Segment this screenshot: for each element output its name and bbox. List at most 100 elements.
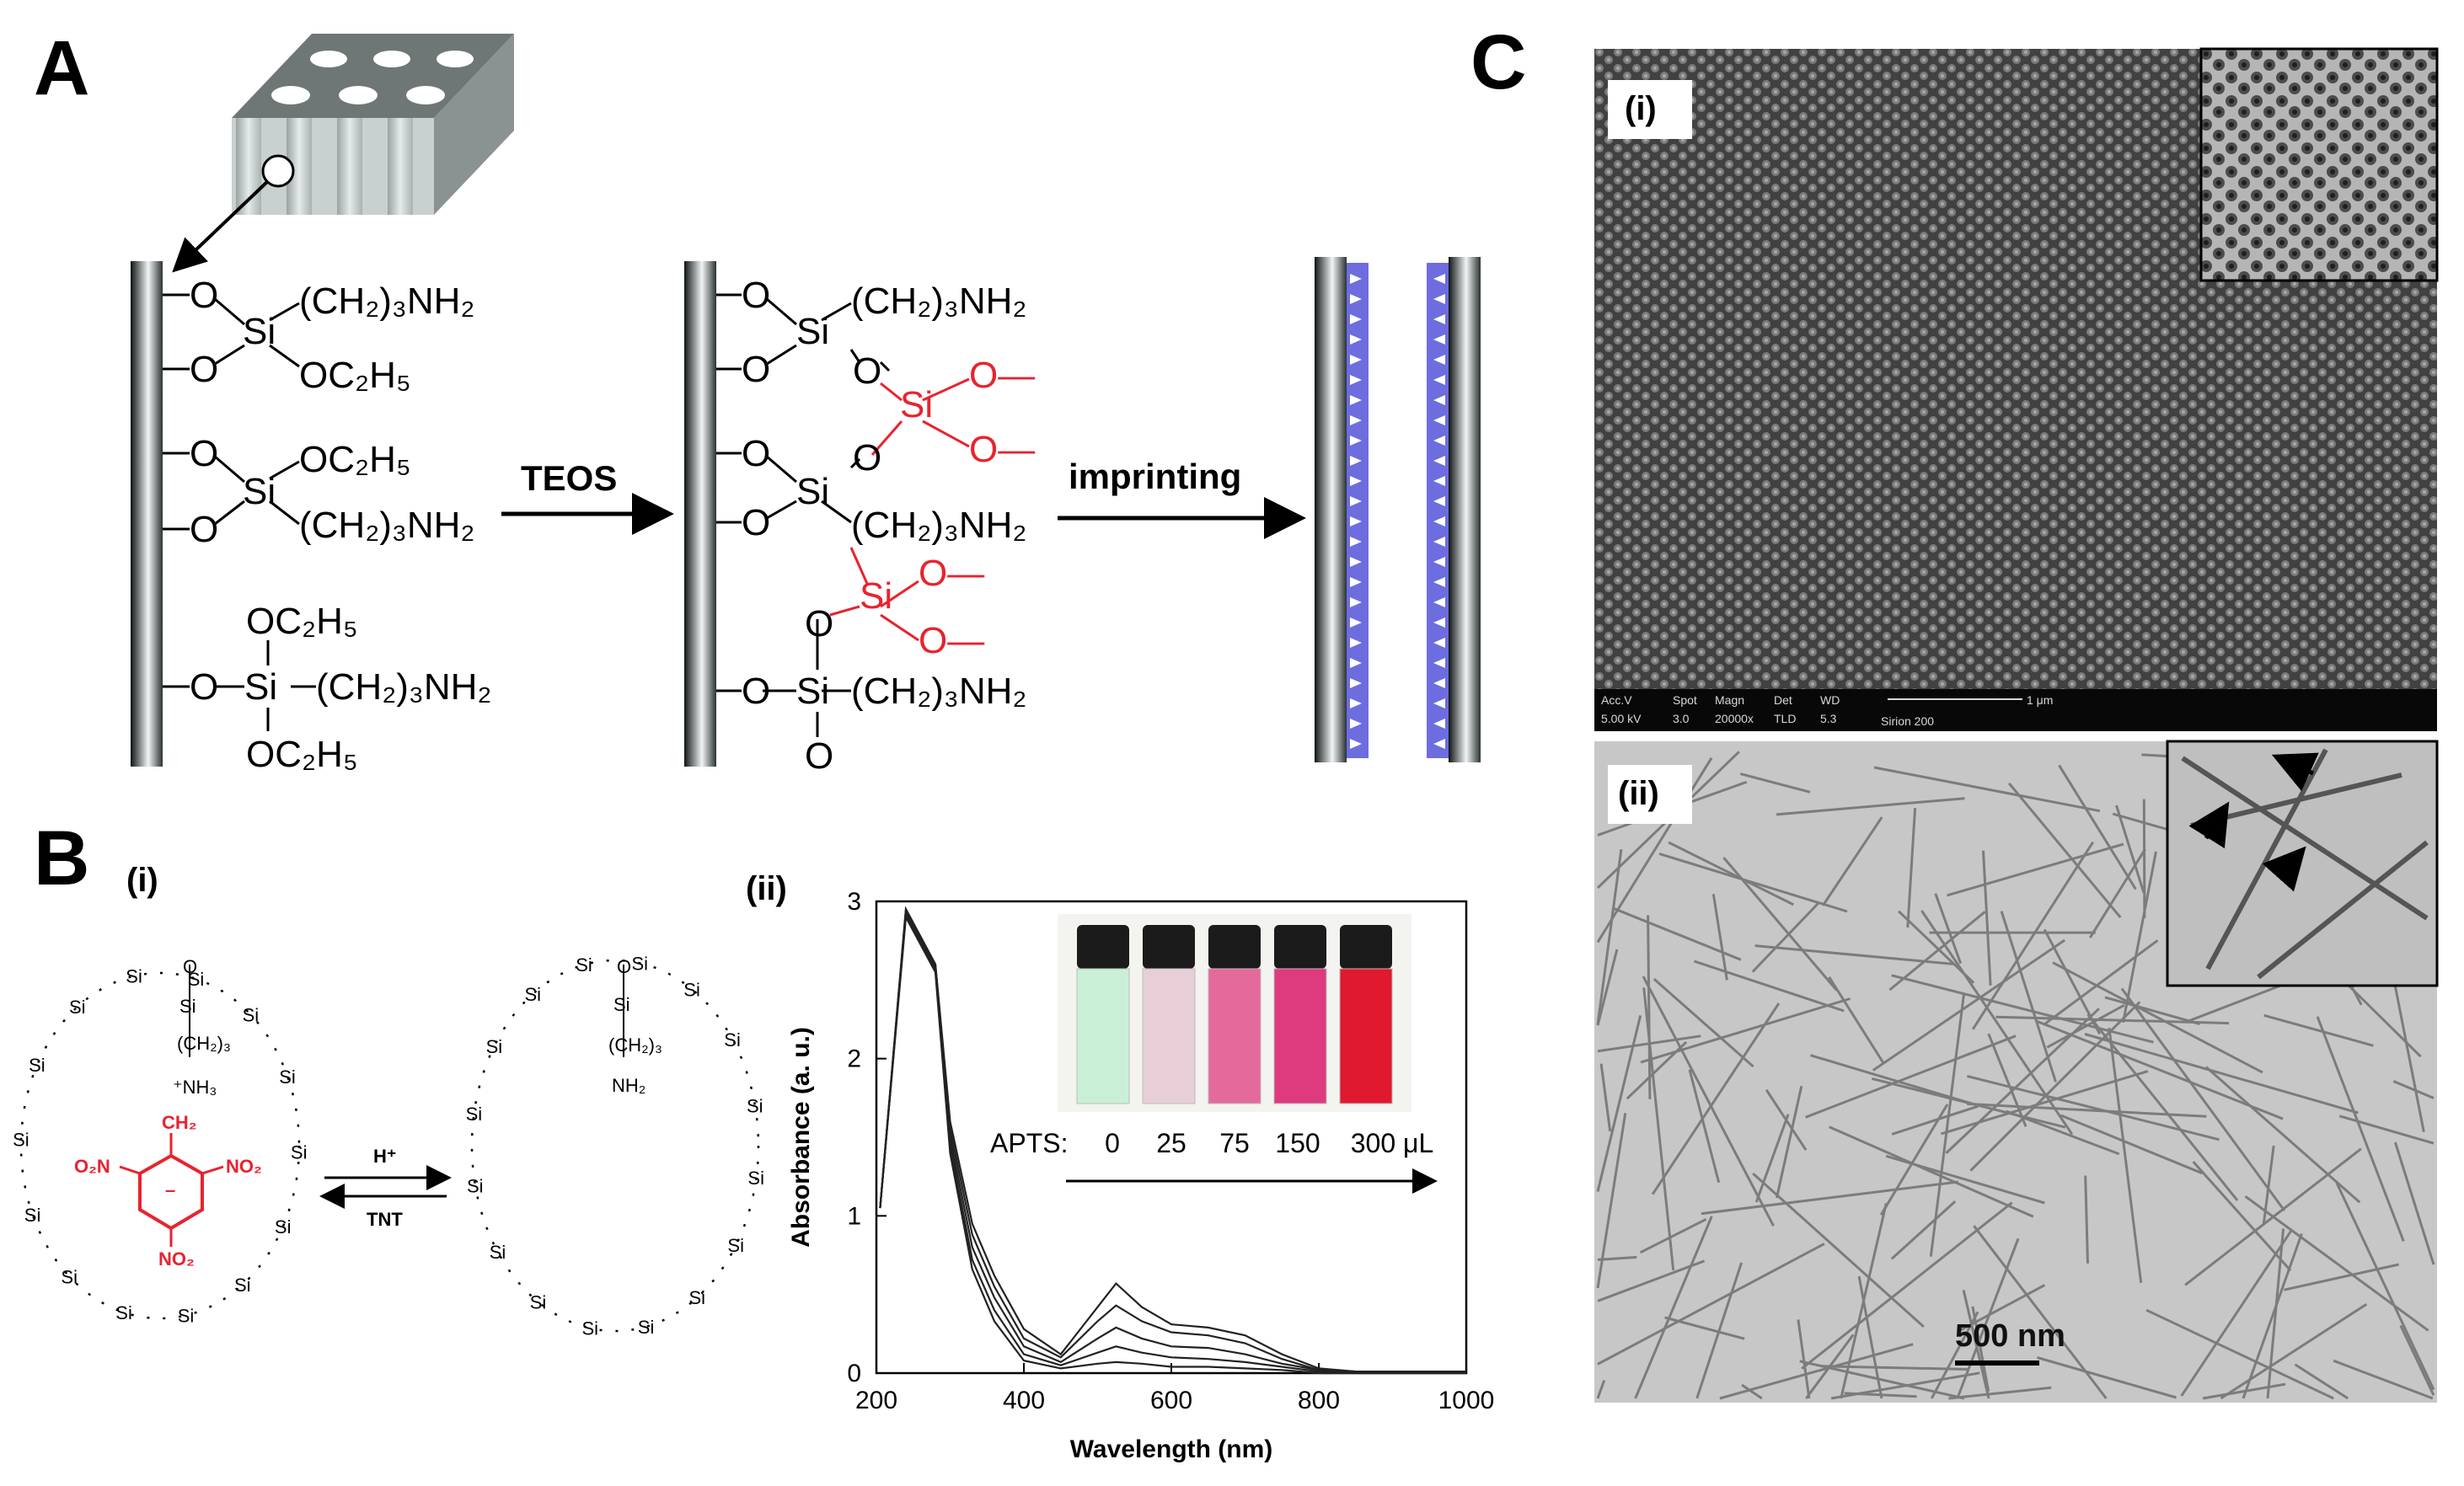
nanotube-fiber [1596, 1015, 1642, 1192]
nanotube-fiber [1639, 1217, 1707, 1254]
imprint-cavity-mark [1350, 355, 1362, 365]
nanotube-fiber [2037, 1356, 2177, 1399]
imprint-cavity-mark [1433, 577, 1445, 587]
ring-si-label: Si [275, 1216, 292, 1237]
propyl-label: (CH₂)₃ [177, 1033, 231, 1054]
nanotube-fiber [2220, 1302, 2368, 1400]
o-label: O [742, 502, 770, 543]
imprint-cavity-mark [1433, 638, 1445, 648]
nanotube-fiber [1890, 1200, 1957, 1260]
propyl-label: (CH₂)₃ [608, 1034, 662, 1056]
apts-value: 75 [1219, 1128, 1250, 1158]
imprint-cavity-mark [1433, 436, 1445, 446]
vial-cap [1340, 925, 1392, 969]
nanotube-fiber [1640, 997, 1851, 1064]
absorbance-chart: 200 400 600 800 1000 0 1 2 3 Wavelength (nm) Abs… [787, 888, 1494, 1463]
aminopropyl-label: (CH₂)₃NH₂ [299, 281, 474, 322]
ring-si-label: Si [126, 966, 142, 987]
nanotube-fiber [1664, 1316, 1745, 1340]
ethoxy-label: OC₂H₅ [246, 601, 358, 642]
nanotube-fiber [1947, 842, 2124, 897]
o-dash-label: O— [969, 355, 1035, 396]
sem-meta-header: Acc.V [1601, 693, 1632, 707]
si-label: Si [796, 471, 829, 512]
ring-si-label: Si [576, 954, 592, 976]
nanotube-fiber [2007, 782, 2122, 919]
sem-inset [2199, 47, 2439, 282]
aptes-surface-structure [163, 293, 316, 731]
imprint-cavity-mark [1350, 537, 1362, 547]
ring-si-label: Si [525, 984, 542, 1005]
nanotube-fiber [2043, 939, 2159, 1026]
nanotube-fiber [1973, 1225, 2108, 1399]
nanotube-fiber [1596, 949, 1619, 1026]
nanotube-fiber [2333, 1359, 2434, 1400]
imprint-cavity-mark [1433, 617, 1445, 628]
nanotube-fiber [2192, 1161, 2292, 1272]
o-label: O [742, 275, 770, 316]
o-label: O [805, 735, 833, 777]
imprint-cavity-mark [1350, 739, 1362, 749]
ring-si-label: Si [61, 1266, 78, 1287]
nanotube-fiber [2392, 1080, 2435, 1099]
vials-photo [1058, 914, 1411, 1112]
y-tick-label: 3 [847, 888, 861, 916]
nanotube-fiber [1873, 766, 2101, 813]
imprint-cavity-mark [1350, 496, 1362, 506]
nanotube-fiber [2115, 804, 2145, 893]
nanotube-fiber [1956, 1284, 2046, 1334]
tem-scale-label: 500 nm [1955, 1318, 2065, 1354]
ring-si-label: Si [29, 1055, 46, 1076]
o-dash-label: O— [969, 429, 1035, 470]
panel-c-ii-label: (ii) [1618, 775, 1659, 812]
nanotube-fiber [2089, 848, 2146, 938]
o-dash-label: O— [919, 620, 984, 661]
vial-solution [1142, 968, 1196, 1104]
nanotube-fiber [1776, 797, 1965, 816]
nanotube-fiber [1920, 910, 2074, 1136]
nanotube-fiber [1754, 944, 1953, 965]
y-tick-label: 0 [847, 1360, 861, 1387]
ring-si-label: Si [69, 997, 86, 1018]
y-tick-label: 2 [847, 1045, 861, 1073]
teos-network-labels: O O Si (CH₂)₃NH₂ O Si O— O— O O O Si (CH… [742, 275, 1035, 777]
y-axis-title: Absorbance (a. u.) [787, 1027, 815, 1248]
y-tick-label: 1 [847, 1202, 861, 1230]
nanotube-fiber [1962, 1290, 1990, 1399]
nanotube-fiber [2145, 1308, 2334, 1400]
ring-si-label: Si [689, 1287, 706, 1308]
vial-cap [1274, 925, 1326, 969]
nanotube-fiber [1934, 893, 1963, 965]
nanotube-fiber [1611, 906, 1742, 961]
sem-meta-header: WD [1820, 693, 1840, 707]
ring-si-label: Si [486, 1036, 503, 1057]
proton-label: H⁺ [373, 1146, 397, 1167]
imprint-cavity-mark [1350, 375, 1362, 385]
tem-image: (ii) 500 nm [1594, 740, 2439, 1403]
apts-value: 25 [1156, 1128, 1186, 1158]
nanotube-fiber [2084, 1175, 2089, 1264]
nanotube-fiber [1651, 1002, 1781, 1195]
methylene-label: CH₂ [162, 1112, 197, 1133]
imprint-cavity-mark [1433, 658, 1445, 668]
nanotube-fiber [1754, 1114, 1790, 1203]
o-label: O [853, 350, 881, 392]
vial-solution [1208, 968, 1261, 1104]
nanotube-fiber [1596, 1379, 1606, 1399]
ring-si-label: Si [243, 1005, 260, 1026]
sem-info-bar [1594, 689, 2437, 731]
nanotube-fiber [1948, 1386, 2052, 1400]
sem-image: Acc.V Spot Magn Det WD 5.00 kV 3.0 20000x TLD 5.3… [1594, 47, 2439, 731]
nanotube-fiber [1693, 959, 1845, 1013]
nanotube-fiber [1805, 1034, 2017, 1119]
nanotube-fiber [1906, 808, 1917, 928]
imprint-cavity-mark [1433, 294, 1445, 304]
imprint-cavity-mark [1350, 698, 1362, 708]
ring-si-label: Si [638, 1317, 655, 1338]
imprint-cavity-mark [1433, 537, 1445, 547]
ring-si-label: Si [582, 1318, 599, 1339]
nanotube-fiber [1891, 1104, 1979, 1136]
ring-si-label: Si [490, 1242, 506, 1263]
ring-si-label: Si [291, 1142, 308, 1163]
nanotube-fiber [1597, 1259, 1706, 1302]
